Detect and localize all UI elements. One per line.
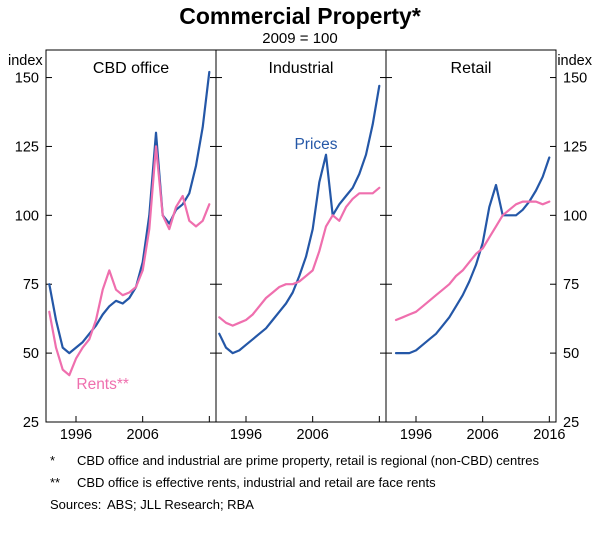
svg-text:Retail: Retail: [451, 60, 492, 77]
svg-text:1996: 1996: [60, 427, 92, 443]
svg-text:150: 150: [15, 71, 39, 87]
footnote-marker: *: [50, 453, 56, 468]
footnote-row: ** CBD office is effective rents, indust…: [50, 474, 580, 491]
svg-text:2006: 2006: [297, 427, 329, 443]
footnote-text: CBD office is effective rents, industria…: [77, 475, 436, 490]
sources-row: Sources: ABS; JLL Research; RBA: [50, 496, 580, 513]
svg-text:75: 75: [563, 277, 579, 293]
svg-text:2006: 2006: [467, 427, 499, 443]
chart-title: Commercial Property*: [179, 3, 421, 29]
footnote-row: * CBD office and industrial are prime pr…: [50, 452, 580, 469]
svg-text:25: 25: [23, 415, 39, 431]
svg-text:CBD office: CBD office: [93, 60, 169, 77]
svg-text:1996: 1996: [400, 427, 432, 443]
svg-text:index: index: [557, 53, 592, 69]
svg-text:100: 100: [15, 208, 39, 224]
svg-text:Rents**: Rents**: [76, 376, 129, 393]
svg-text:2016: 2016: [533, 427, 565, 443]
svg-text:Industrial: Industrial: [269, 60, 334, 77]
footnote-text: CBD office and industrial are prime prop…: [77, 453, 539, 468]
svg-text:75: 75: [23, 277, 39, 293]
svg-text:100: 100: [563, 208, 587, 224]
svg-text:25: 25: [563, 415, 579, 431]
svg-text:2006: 2006: [127, 427, 159, 443]
sources-label: Sources:: [50, 497, 102, 512]
chart-canvas: 25 25 50 50 75 75 100 100 125 125 150 150 1996 2006 CB…: [8, 49, 593, 443]
svg-text:125: 125: [563, 139, 587, 155]
svg-text:index: index: [8, 53, 43, 69]
chart-subtitle: 2009 = 100: [262, 30, 338, 47]
svg-text:150: 150: [563, 71, 587, 87]
svg-text:1996: 1996: [230, 427, 262, 443]
footnotes: * CBD office and industrial are prime pr…: [0, 452, 600, 513]
svg-text:50: 50: [23, 346, 39, 362]
footnote-marker: **: [50, 475, 61, 490]
sources-text: ABS; JLL Research; RBA: [107, 497, 254, 512]
svg-text:Prices: Prices: [294, 136, 337, 153]
svg-text:125: 125: [15, 139, 39, 155]
svg-text:50: 50: [563, 346, 579, 362]
